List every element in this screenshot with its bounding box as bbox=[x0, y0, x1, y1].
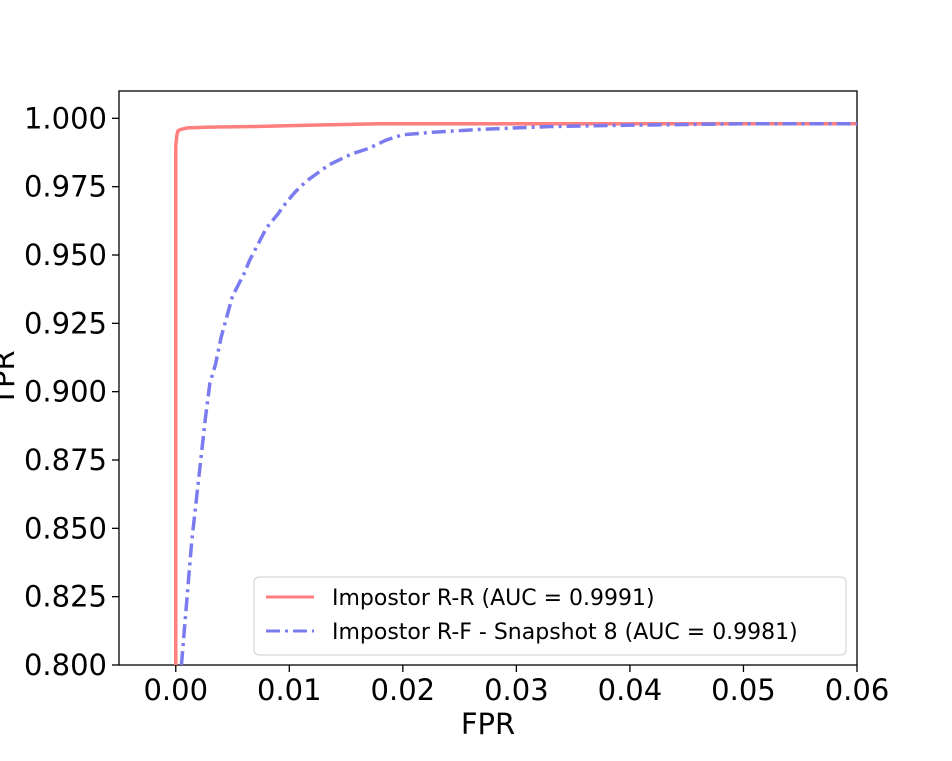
y-axis-ticks: 0.800 0.825 0.850 0.875 0.900 0.925 0.950 0.975… bbox=[24, 101, 119, 682]
y-tick-label: 0.900 bbox=[24, 375, 107, 409]
x-tick-label: 0.02 bbox=[371, 673, 436, 707]
plot-frame bbox=[118, 90, 858, 666]
plot-area bbox=[118, 90, 858, 666]
y-tick-label: 1.000 bbox=[24, 101, 107, 135]
legend-label-series-0: Impostor R-R (AUC = 0.9991) bbox=[332, 586, 655, 611]
x-tick-label: 0.06 bbox=[825, 673, 890, 707]
y-tick-label: 0.875 bbox=[24, 443, 107, 477]
y-tick-label: 0.950 bbox=[24, 238, 107, 272]
x-tick-label: 0.00 bbox=[143, 673, 208, 707]
x-tick-label: 0.05 bbox=[711, 673, 776, 707]
x-tick-label: 0.01 bbox=[257, 673, 322, 707]
series-line-0 bbox=[174, 122, 857, 665]
legend: Impostor R-R (AUC = 0.9991) Impostor R-F… bbox=[253, 576, 847, 656]
legend-box bbox=[253, 576, 847, 656]
series-layer bbox=[174, 122, 857, 665]
series-line-1 bbox=[179, 122, 857, 665]
x-axis-label: FPR bbox=[461, 707, 515, 741]
y-tick-label: 0.925 bbox=[24, 306, 107, 340]
y-tick-label: 0.800 bbox=[24, 648, 107, 682]
y-tick-label: 0.975 bbox=[24, 170, 107, 204]
x-tick-label: 0.04 bbox=[598, 673, 663, 707]
legend-label-series-1: Impostor R-F - Snapshot 8 (AUC = 0.9981) bbox=[332, 620, 798, 645]
x-axis-ticks: 0.00 0.01 0.02 0.03 0.04 0.05 0.06 bbox=[143, 665, 889, 707]
y-tick-label: 0.850 bbox=[24, 511, 107, 545]
y-tick-label: 0.825 bbox=[24, 580, 107, 614]
y-axis-label: TPR bbox=[0, 350, 21, 406]
x-tick-label: 0.03 bbox=[484, 673, 549, 707]
